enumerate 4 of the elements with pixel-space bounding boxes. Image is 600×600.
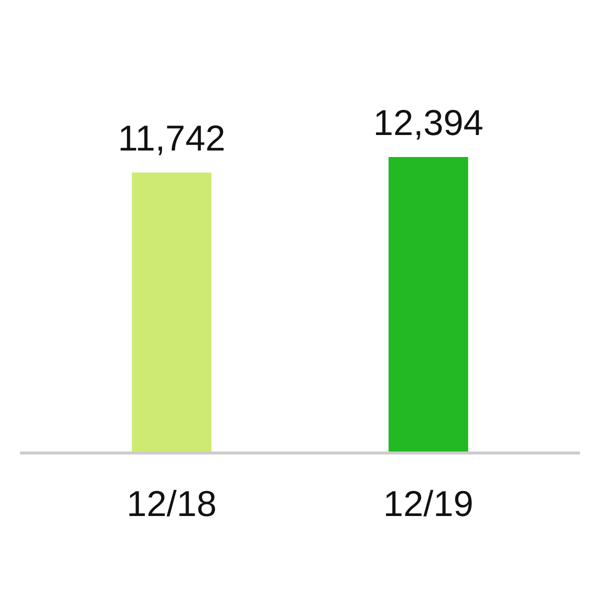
x-tick-label: 12/19	[383, 483, 474, 524]
data-label: 12,394	[373, 102, 484, 143]
x-tick-label: 12/18	[126, 483, 217, 524]
data-label: 11,742	[118, 118, 226, 159]
